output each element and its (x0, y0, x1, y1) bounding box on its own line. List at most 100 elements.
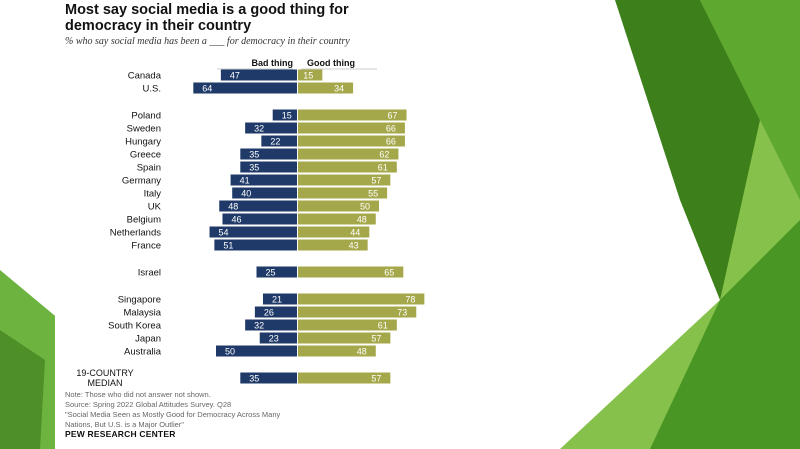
bar-bad-thing (256, 266, 297, 278)
bar-good-thing (298, 174, 391, 186)
data-label-good: 61 (378, 163, 388, 173)
data-label-bad: 51 (223, 241, 233, 251)
data-label-good: 57 (371, 374, 381, 384)
data-label-bad: 21 (272, 295, 282, 305)
data-label-good: 34 (334, 84, 344, 94)
category-label: 19-COUNTRY (76, 368, 133, 378)
green-left-shape-dark (0, 330, 45, 449)
bar-good-thing (298, 345, 376, 357)
data-label-bad: 25 (265, 268, 275, 278)
category-label: Germany (122, 176, 161, 187)
category-label: U.S. (143, 84, 161, 95)
data-label-good: 15 (303, 71, 313, 81)
chart-panel: Most say social media is a good thing fo… (55, 0, 435, 449)
legend-bad-thing: Bad thing (252, 58, 294, 68)
category-label: MEDIAN (87, 378, 122, 388)
category-label: Australia (124, 347, 162, 358)
category-label: Canada (128, 71, 162, 82)
bar-bad-thing (209, 226, 297, 238)
bar-bad-thing (220, 69, 297, 81)
category-label: Sweden (127, 124, 161, 135)
green-right-shape-dark (615, 0, 760, 300)
bar-good-thing (298, 306, 417, 318)
bar-bad-thing (240, 372, 297, 384)
data-label-good: 48 (357, 215, 367, 225)
data-label-bad: 35 (249, 374, 259, 384)
bar-good-thing (298, 319, 397, 331)
data-label-bad: 41 (240, 176, 250, 186)
data-label-good: 44 (350, 228, 360, 238)
notes: Note: Those who did not answer not shown… (65, 390, 425, 430)
bar-bad-thing (232, 187, 297, 199)
data-label-bad: 47 (230, 71, 240, 81)
report-title-line: Nations, But U.S. is a Major Outlier" (65, 420, 184, 429)
data-label-good: 55 (368, 189, 378, 199)
data-label-bad: 46 (231, 215, 241, 225)
category-label: Belgium (127, 215, 161, 226)
bar-bad-thing (272, 109, 297, 121)
data-label-bad: 64 (202, 84, 212, 94)
green-right-shape-mid (700, 0, 800, 200)
green-right-shape-bottom (650, 220, 800, 449)
bar-bad-thing (261, 135, 297, 147)
category-label: South Korea (108, 321, 162, 332)
bar-good-thing (298, 332, 391, 344)
data-label-good: 78 (405, 295, 415, 305)
data-label-good: 62 (379, 150, 389, 160)
data-label-good: 73 (397, 308, 407, 318)
bar-good-thing (298, 122, 405, 134)
bar-bad-thing (254, 306, 297, 318)
data-label-bad: 32 (254, 321, 264, 331)
data-label-bad: 26 (264, 308, 274, 318)
category-label: Israel (138, 268, 161, 279)
bar-good-thing (298, 226, 370, 238)
bar-bad-thing (245, 122, 297, 134)
bar-bad-thing (216, 345, 297, 357)
data-label-good: 43 (349, 241, 359, 251)
bar-good-thing (298, 266, 404, 278)
bar-good-thing (298, 69, 323, 81)
bar-good-thing (298, 82, 354, 94)
category-label: Malaysia (124, 308, 162, 319)
bar-good-thing (298, 187, 388, 199)
category-label: Greece (130, 150, 161, 161)
bar-bad-thing (259, 332, 297, 344)
diverging-bar-chart: Bad thing Good thing 47 15 Canada 64 34 U.S. 15 6… (76, 58, 425, 388)
chart-title: Most say social media is a good thing fo… (65, 2, 349, 34)
bar-bad-thing (240, 161, 297, 173)
bar-bad-thing (193, 82, 297, 94)
category-label: France (131, 241, 161, 252)
data-label-good: 48 (357, 347, 367, 357)
bar-good-thing (298, 109, 407, 121)
data-label-bad: 35 (249, 163, 259, 173)
bar-bad-thing (230, 174, 297, 186)
data-label-good: 66 (386, 137, 396, 147)
category-label: Japan (135, 334, 161, 345)
bar-bad-thing (240, 148, 297, 160)
bar-good-thing (298, 135, 405, 147)
data-label-bad: 48 (228, 202, 238, 212)
category-label: Poland (131, 111, 161, 122)
report-title-line: "Social Media Seen as Mostly Good for De… (65, 410, 281, 419)
bar-bad-thing (214, 239, 297, 251)
bar-good-thing (298, 239, 368, 251)
bar-bad-thing (219, 200, 297, 212)
category-label: Netherlands (110, 228, 161, 239)
data-label-bad: 32 (254, 124, 264, 134)
data-label-bad: 40 (241, 189, 251, 199)
category-label: Spain (137, 163, 161, 174)
data-label-bad: 50 (225, 347, 235, 357)
data-label-bad: 22 (270, 137, 280, 147)
data-label-good: 57 (371, 334, 381, 344)
category-label: UK (148, 202, 162, 213)
bar-bad-thing (245, 319, 297, 331)
bar-good-thing (298, 213, 376, 225)
data-label-good: 61 (378, 321, 388, 331)
bar-good-thing (298, 293, 425, 305)
category-label: Italy (144, 189, 162, 200)
legend-good-thing: Good thing (307, 58, 355, 68)
data-label-good: 67 (388, 111, 398, 121)
credit-label: PEW RESEARCH CENTER (65, 429, 176, 439)
data-label-bad: 23 (269, 334, 279, 344)
data-label-good: 57 (371, 176, 381, 186)
